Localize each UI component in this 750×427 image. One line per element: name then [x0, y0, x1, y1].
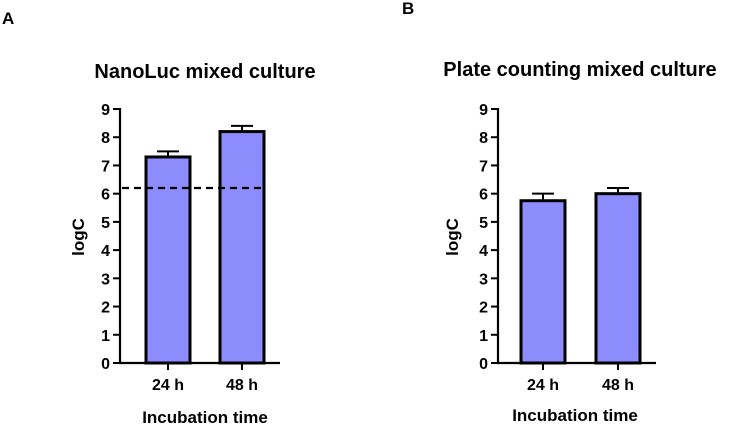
panel-a-y-tick-label: 2 [101, 300, 110, 317]
panel-b-marks: 0 1 2 3 4 5 6 7 8 9 24 h 48 h [479, 102, 656, 394]
panel-b-y-axis-label: logC [443, 218, 462, 256]
panel-b-y-tick-label: 8 [479, 130, 488, 147]
panel-b: B Plate counting mixed culture logC Incu… [402, 0, 717, 425]
panel-a: A NanoLuc mixed culture logC Incubation … [2, 9, 316, 427]
panel-a-x-tick-label: 24 h [152, 377, 184, 394]
panel-a-y-tick-label: 7 [101, 158, 110, 175]
panel-b-x-axis-label: Incubation time [512, 406, 638, 425]
panel-b-y-tick-label: 1 [479, 328, 488, 345]
panel-a-y-tick-label: 8 [101, 130, 110, 147]
panel-b-bar [519, 199, 567, 365]
panel-a-bar [218, 130, 266, 365]
panel-a-y-tick-label: 6 [101, 187, 110, 204]
panel-b-y-tick-label: 7 [479, 158, 488, 175]
panel-b-y-tick-label: 6 [479, 187, 488, 204]
panel-b-y-tick-label: 4 [479, 243, 488, 260]
panel-b-title: Plate counting mixed culture [443, 59, 716, 81]
panel-a-y-tick-label: 0 [101, 356, 110, 373]
panel-a-y-axis-label: logC [69, 218, 88, 256]
panel-a-y-tick-label: 4 [101, 243, 110, 260]
panel-b-y-tick-label: 0 [479, 356, 488, 373]
panel-b-y-tick-label: 3 [479, 271, 488, 288]
panel-a-title: NanoLuc mixed culture [94, 61, 315, 83]
panel-b-x-tick-label: 48 h [602, 377, 634, 394]
panel-a-y-tick-label: 5 [101, 215, 110, 232]
panel-a-y-tick-label: 9 [101, 102, 110, 119]
panel-b-y-tick-label: 5 [479, 215, 488, 232]
panel-a-x-tick-label: 48 h [226, 377, 258, 394]
panel-a-marks: 0 1 2 3 4 5 6 7 8 9 24 h 48 h [101, 102, 280, 394]
panel-b-y-tick-label: 2 [479, 300, 488, 317]
panel-b-label: B [402, 0, 414, 18]
panel-b-x-tick-label: 24 h [527, 377, 559, 394]
panel-a-label: A [2, 9, 14, 28]
panel-b-y-tick-label: 9 [479, 102, 488, 119]
panel-a-y-tick-label: 1 [101, 328, 110, 345]
panel-b-bar [594, 192, 642, 365]
panel-a-y-tick-label: 3 [101, 271, 110, 288]
panel-a-x-axis-label: Incubation time [142, 408, 268, 427]
